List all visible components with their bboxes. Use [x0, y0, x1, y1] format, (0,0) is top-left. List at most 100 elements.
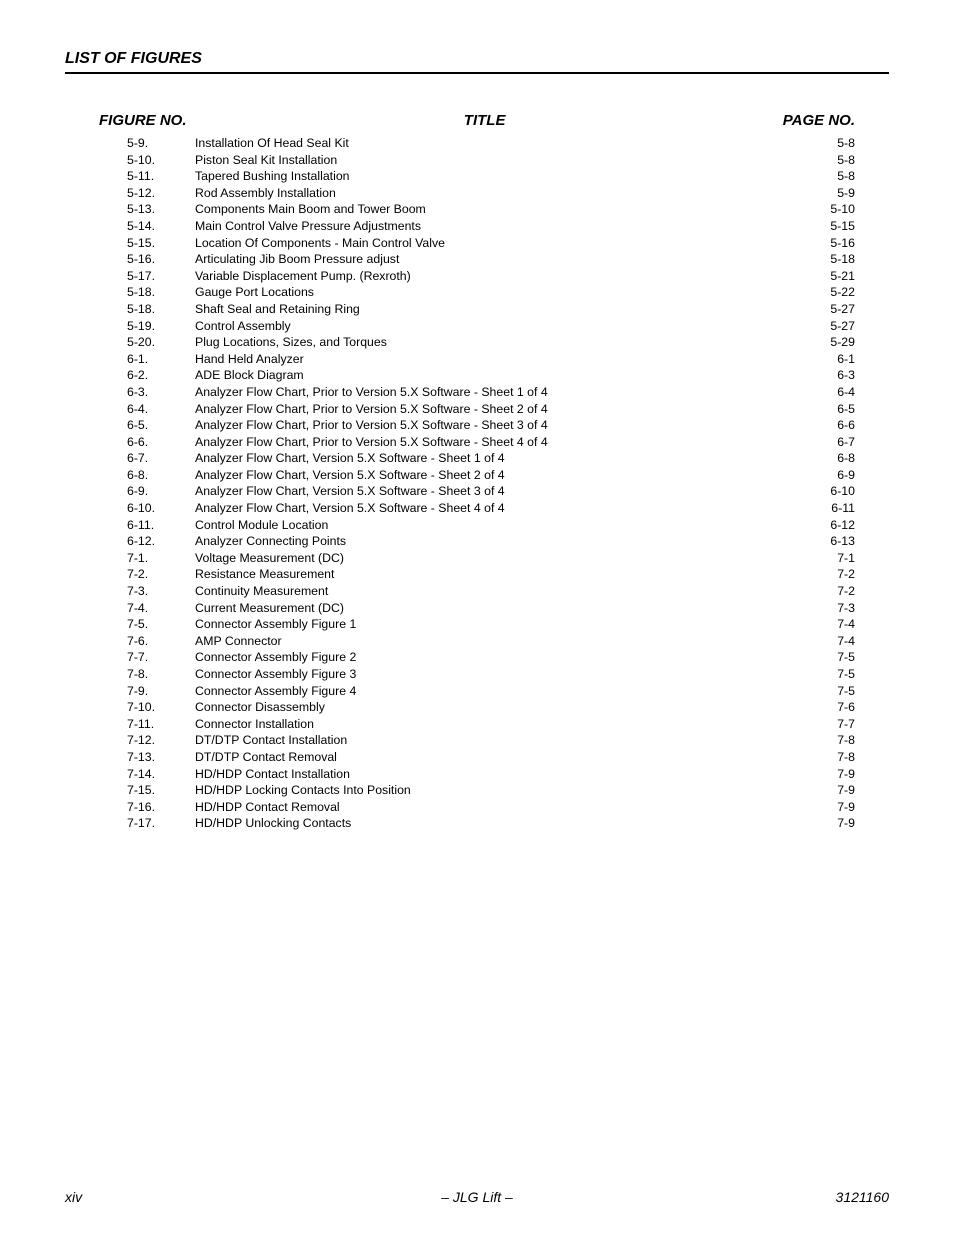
figure-page: 5-8: [837, 168, 855, 185]
figure-page: 5-16: [830, 235, 855, 252]
figure-number: 5-13.: [127, 201, 195, 218]
figure-page: 7-2: [837, 566, 855, 583]
figure-number: 7-17.: [127, 815, 195, 832]
figure-number: 5-12.: [127, 185, 195, 202]
figure-entry: 7-9.Connector Assembly Figure 47-5: [127, 683, 855, 700]
column-headers: FIGURE NO. TITLE PAGE NO.: [99, 112, 855, 129]
figure-entry: 5-16.Articulating Jib Boom Pressure adju…: [127, 251, 855, 268]
figure-entry: 7-2.Resistance Measurement 7-2: [127, 566, 855, 583]
figure-number: 6-3.: [127, 384, 195, 401]
figure-entry: 6-12.Analyzer Connecting Points6-13: [127, 533, 855, 550]
figure-number: 7-10.: [127, 699, 195, 716]
figure-page: 7-5: [837, 649, 855, 666]
figure-entry: 6-4.Analyzer Flow Chart, Prior to Versio…: [127, 401, 855, 418]
figure-entry: 7-7.Connector Assembly Figure 27-5: [127, 649, 855, 666]
header-page-no: PAGE NO.: [783, 112, 855, 129]
figure-page: 6-11: [831, 500, 855, 517]
figure-page: 7-8: [837, 749, 855, 766]
figure-page: 7-3: [837, 600, 855, 617]
figure-title: Installation Of Head Seal Kit: [195, 135, 349, 152]
figure-page: 5-27: [830, 318, 855, 335]
figure-entry: 5-13.Components Main Boom and Tower Boom…: [127, 201, 855, 218]
figure-entry: 6-5.Analyzer Flow Chart, Prior to Versio…: [127, 417, 855, 434]
figure-number: 5-14.: [127, 218, 195, 235]
figure-page: 7-7: [837, 716, 855, 733]
figure-title: Current Measurement (DC): [195, 600, 344, 617]
figure-number: 5-16.: [127, 251, 195, 268]
figure-entry: 7-14.HD/HDP Contact Installation7-9: [127, 766, 855, 783]
page-footer: xiv – JLG Lift – 3121160: [65, 1189, 889, 1205]
figure-page: 7-2: [837, 583, 855, 600]
figure-number: 5-18.: [127, 284, 195, 301]
figure-entry: 7-4.Current Measurement (DC)7-3: [127, 600, 855, 617]
figure-title: Piston Seal Kit Installation: [195, 152, 337, 169]
figure-title: Articulating Jib Boom Pressure adjust: [195, 251, 399, 268]
figure-title: Connector Assembly Figure 1: [195, 616, 356, 633]
figure-title: Analyzer Flow Chart, Prior to Version 5.…: [195, 417, 548, 434]
figure-entry: 5-19.Control Assembly5-27: [127, 318, 855, 335]
figure-title: Location Of Components - Main Control Va…: [195, 235, 445, 252]
figure-number: 7-8.: [127, 666, 195, 683]
figure-list: 5-9.Installation Of Head Seal Kit5-85-10…: [127, 135, 855, 832]
figure-title: Voltage Measurement (DC): [195, 550, 344, 567]
figure-entry: 6-2.ADE Block Diagram6-3: [127, 367, 855, 384]
figure-number: 7-5.: [127, 616, 195, 633]
figure-page: 5-8: [837, 135, 855, 152]
figure-page: 6-4: [837, 384, 855, 401]
figure-number: 6-2.: [127, 367, 195, 384]
figure-title: Connector Assembly Figure 2: [195, 649, 356, 666]
figure-page: 5-18: [830, 251, 855, 268]
figure-entry: 5-9.Installation Of Head Seal Kit 5-8: [127, 135, 855, 152]
figure-title: Analyzer Flow Chart, Version 5.X Softwar…: [195, 450, 505, 467]
figure-title: Analyzer Flow Chart, Version 5.X Softwar…: [195, 500, 505, 517]
figure-page: 6-6: [837, 417, 855, 434]
figure-page: 5-10: [830, 201, 855, 218]
figure-page: 7-9: [837, 782, 855, 799]
figure-number: 5-9.: [127, 135, 195, 152]
figure-number: 7-2.: [127, 566, 195, 583]
figure-title: DT/DTP Contact Removal: [195, 749, 337, 766]
figure-entry: 7-17.HD/HDP Unlocking Contacts7-9: [127, 815, 855, 832]
figure-title: HD/HDP Contact Installation: [195, 766, 350, 783]
figure-entry: 7-6.AMP Connector7-4: [127, 633, 855, 650]
figure-title: Connector Assembly Figure 3: [195, 666, 356, 683]
footer-center: – JLG Lift –: [65, 1189, 889, 1205]
figure-page: 6-9: [837, 467, 855, 484]
figure-number: 7-14.: [127, 766, 195, 783]
figure-title: Control Module Location: [195, 517, 328, 534]
figure-title: Analyzer Flow Chart, Version 5.X Softwar…: [195, 483, 505, 500]
figure-title: AMP Connector: [195, 633, 282, 650]
figure-entry: 5-10.Piston Seal Kit Installation5-8: [127, 152, 855, 169]
figure-number: 5-17.: [127, 268, 195, 285]
figure-title: Gauge Port Locations: [195, 284, 314, 301]
figure-page: 6-1: [837, 351, 855, 368]
figure-page: 7-4: [837, 633, 855, 650]
figure-title: Resistance Measurement: [195, 566, 334, 583]
figure-entry: 6-7.Analyzer Flow Chart, Version 5.X Sof…: [127, 450, 855, 467]
figure-entry: 7-10.Connector Disassembly7-6: [127, 699, 855, 716]
figure-entry: 7-3.Continuity Measurement7-2: [127, 583, 855, 600]
figure-entry: 5-12.Rod Assembly Installation5-9: [127, 185, 855, 202]
figure-page: 6-12: [830, 517, 855, 534]
figure-number: 5-18.: [127, 301, 195, 318]
figure-entry: 5-11.Tapered Bushing Installation5-8: [127, 168, 855, 185]
figure-number: 6-6.: [127, 434, 195, 451]
figure-page: 7-6: [837, 699, 855, 716]
figure-page: 5-22: [830, 284, 855, 301]
figure-entry: 5-15.Location Of Components - Main Contr…: [127, 235, 855, 252]
figure-number: 6-1.: [127, 351, 195, 368]
figure-title: Variable Displacement Pump. (Rexroth): [195, 268, 411, 285]
figure-number: 5-20.: [127, 334, 195, 351]
figure-title: Control Assembly: [195, 318, 291, 335]
figure-number: 7-1.: [127, 550, 195, 567]
figure-entry: 6-9.Analyzer Flow Chart, Version 5.X Sof…: [127, 483, 855, 500]
figure-entry: 7-11.Connector Installation7-7: [127, 716, 855, 733]
figure-page: 6-3: [837, 367, 855, 384]
figure-title: Analyzer Flow Chart, Prior to Version 5.…: [195, 401, 548, 418]
figure-page: 5-29: [830, 334, 855, 351]
figure-page: 5-27: [830, 301, 855, 318]
figure-number: 7-11.: [127, 716, 195, 733]
figure-page: 5-9: [837, 185, 855, 202]
figure-entry: 5-14.Main Control Valve Pressure Adjustm…: [127, 218, 855, 235]
figure-entry: 5-18.Gauge Port Locations 5-22: [127, 284, 855, 301]
